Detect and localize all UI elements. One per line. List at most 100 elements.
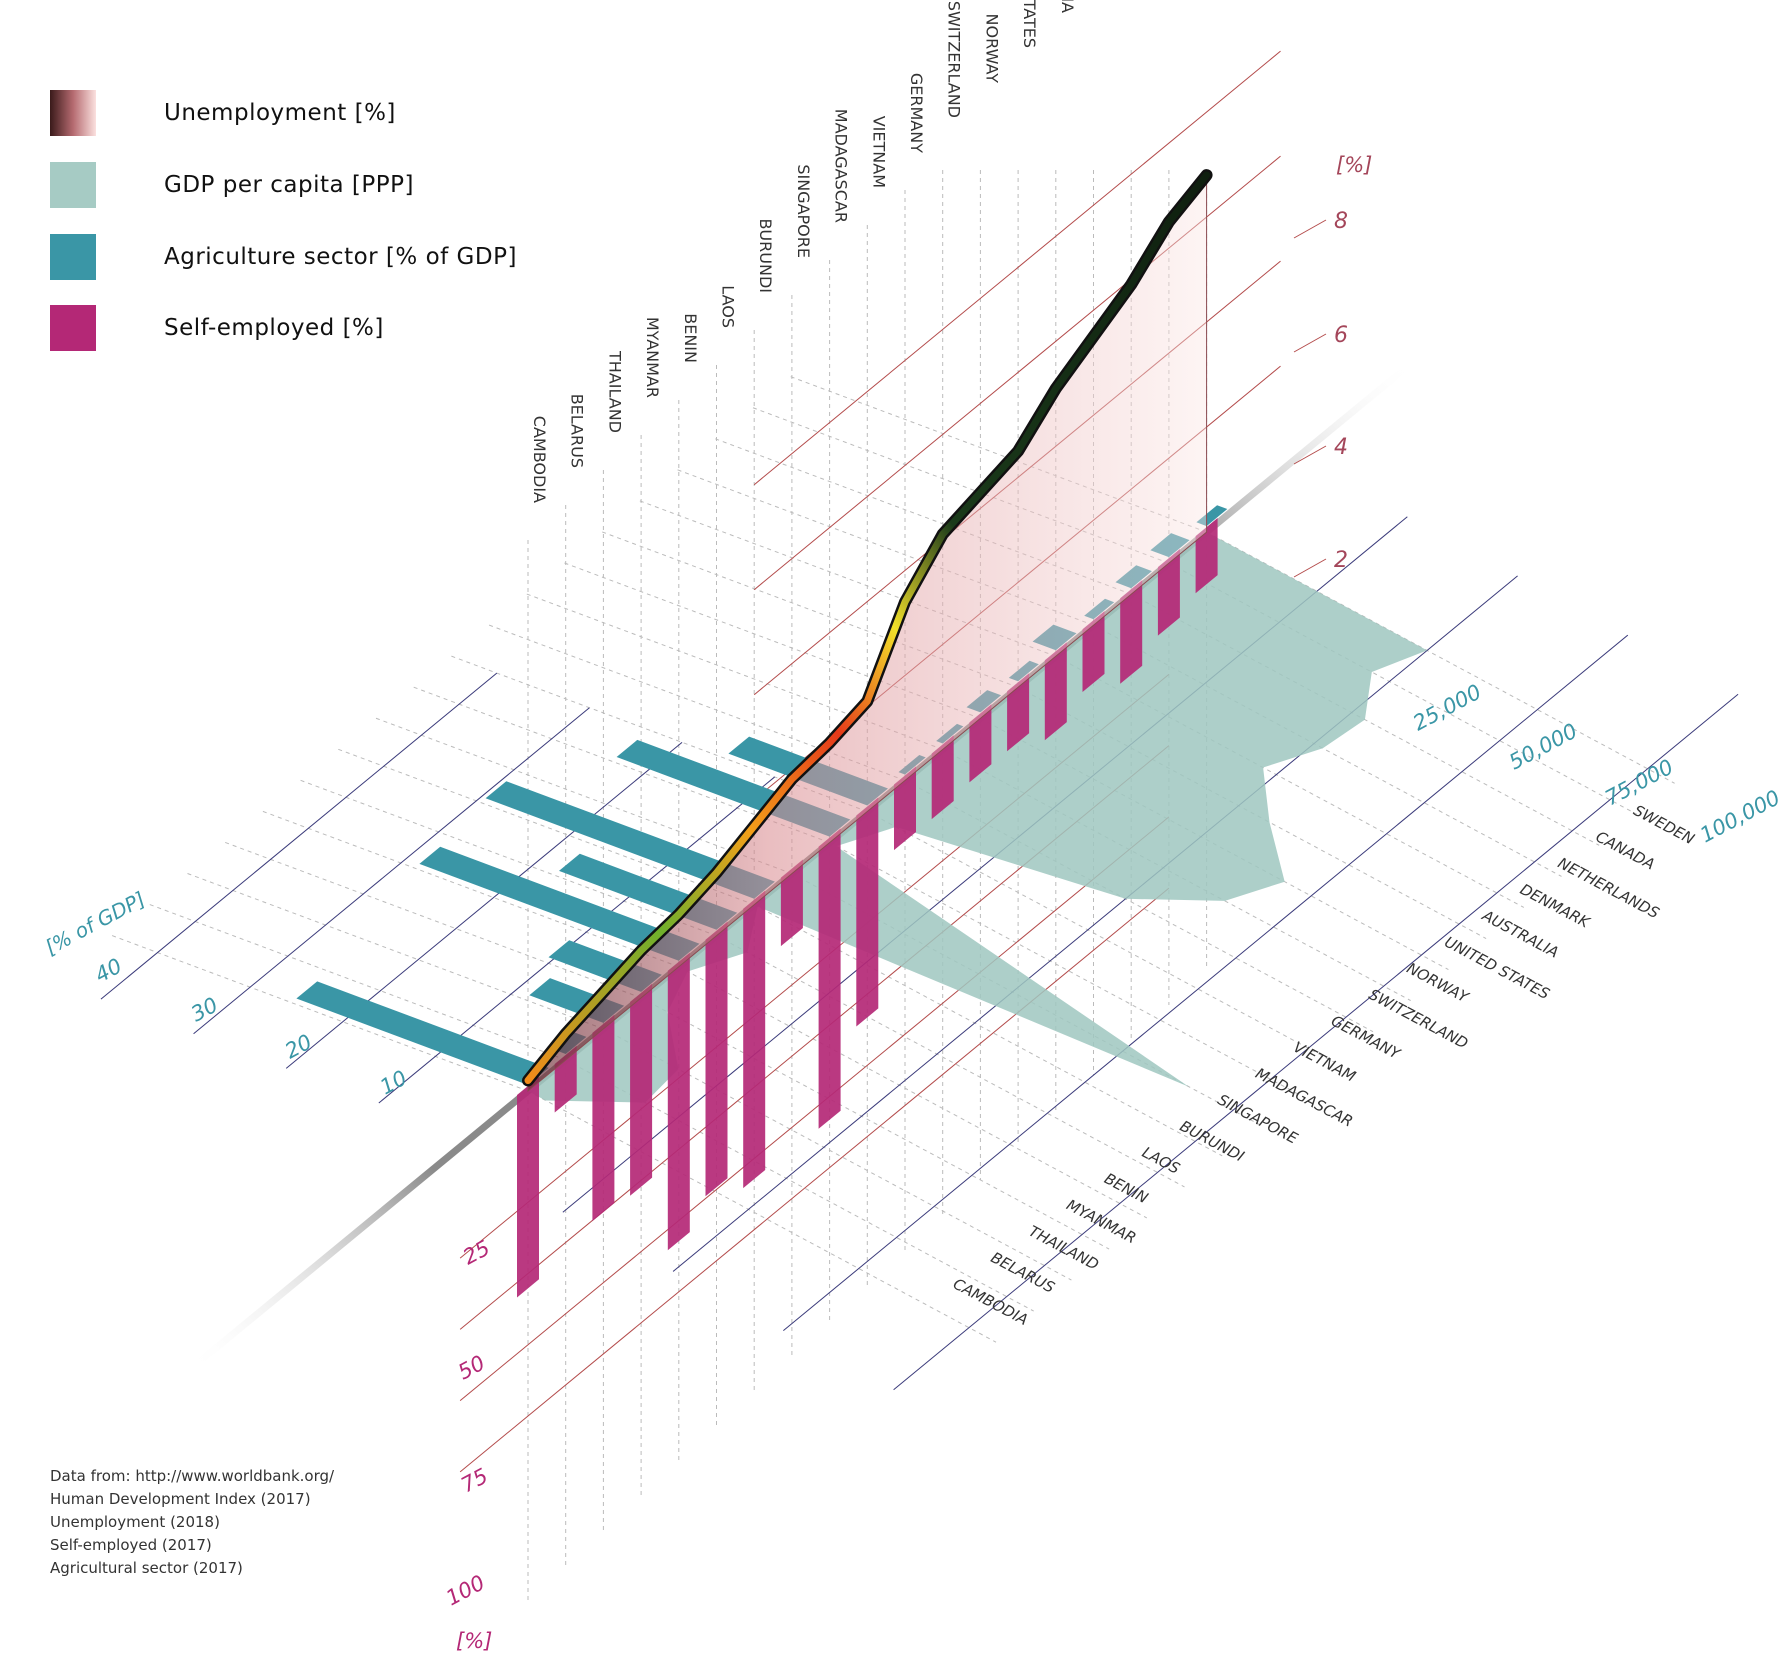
gdp-tick-label: 100,000 xyxy=(1696,785,1778,847)
legend-swatch-unemployment xyxy=(50,90,96,136)
self-employed-bar xyxy=(705,921,728,1197)
country-label-side: LAOS xyxy=(1139,1143,1183,1178)
country-label-top: THAILAND xyxy=(605,350,624,433)
self-employed-bar xyxy=(743,890,766,1189)
unemp-tick-label: 6 xyxy=(1334,323,1348,348)
country-label-top: GERMANY xyxy=(907,73,926,153)
depth-guide xyxy=(867,811,1336,1064)
agri-gridline xyxy=(193,707,590,1035)
gdp-area xyxy=(528,532,1428,1103)
country-label-side: THAILAND xyxy=(1026,1222,1102,1274)
country-label-top: BENIN xyxy=(681,313,700,363)
unemp-tick-connector xyxy=(1293,558,1327,578)
self-employed-bar xyxy=(1120,580,1143,684)
self-employed-bar xyxy=(1082,611,1105,692)
country-label-top: MYANMAR xyxy=(643,317,662,398)
depth-guide xyxy=(716,935,1185,1188)
agri-guide xyxy=(222,841,642,999)
source-line: Unemployment (2018) xyxy=(50,1513,220,1531)
self-employed-bar xyxy=(931,735,954,820)
country-label-top: NORWAY xyxy=(982,14,1001,84)
country-label-top: SINGAPORE xyxy=(794,164,813,258)
agriculture-bar xyxy=(485,781,775,899)
country-label-side: DENMARK xyxy=(1517,880,1593,932)
self-employed-bar xyxy=(856,797,879,1027)
gdp-gridline xyxy=(893,693,1739,1391)
self-employed-bar xyxy=(517,1076,539,1298)
country-label-side: BURUNDI xyxy=(1177,1117,1248,1166)
self-gridline xyxy=(459,816,1170,1402)
country-label-top: CAMBODIA xyxy=(530,416,549,503)
legend-item-agriculture: Agriculture sector [% of GDP] xyxy=(50,234,517,280)
legend-label-agriculture: Agriculture sector [% of GDP] xyxy=(164,244,517,270)
unemployment-line xyxy=(524,171,1211,1084)
agriculture-bar xyxy=(419,846,700,961)
agri-guide xyxy=(373,716,793,875)
legend-label-gdp: GDP per capita [PPP] xyxy=(164,172,414,198)
self-employed-bar xyxy=(818,828,841,1129)
source-line: Human Development Index (2017) xyxy=(50,1490,311,1508)
country-label-side: AUSTRALIA xyxy=(1478,906,1561,962)
unemp-tick-label: 2 xyxy=(1334,548,1348,573)
country-label-top: LAOS xyxy=(719,285,738,328)
agri-axis-label: [% of GDP] xyxy=(41,887,149,960)
legend-swatch-gdp xyxy=(50,162,96,208)
country-label-side: SWEDEN xyxy=(1631,801,1698,848)
country-label-top: AUSTRALIA xyxy=(1058,0,1077,13)
self-employed-bars xyxy=(517,518,1218,1298)
legend-item-gdp: GDP per capita [PPP] xyxy=(50,162,414,208)
country-label-side: CANADA xyxy=(1593,828,1658,874)
self-employed-bar xyxy=(592,1014,615,1222)
source-line: Agricultural sector (2017) xyxy=(50,1559,243,1577)
unemployment-area xyxy=(522,169,1213,1093)
country-label-side: GERMANY xyxy=(1328,1012,1404,1064)
self-employed-bar xyxy=(780,859,803,947)
country-label-top: SWITZERLAND xyxy=(945,1,964,118)
agri-guide xyxy=(260,810,679,968)
legend-swatch-agriculture xyxy=(50,234,96,280)
unemp-gridline xyxy=(753,50,1281,486)
gdp-gridline xyxy=(672,575,1518,1272)
self-tick-label: 100 xyxy=(442,1570,489,1610)
country-label-side: MYANMAR xyxy=(1064,1196,1140,1248)
self-axis-label: [%] xyxy=(456,1629,492,1653)
self-employed-bar xyxy=(969,704,992,783)
agri-tick-label: 30 xyxy=(187,993,222,1027)
legend-swatch-self-employed xyxy=(50,305,96,351)
self-tick-label: 25 xyxy=(459,1236,494,1270)
legend-label-self-employed: Self-employed [%] xyxy=(164,315,384,341)
source-line: Data from: http://www.worldbank.org/ xyxy=(50,1467,335,1485)
self-employed-bar xyxy=(1157,549,1180,636)
unemp-tick-label: 4 xyxy=(1334,435,1348,460)
self-employed-bar xyxy=(1044,642,1067,741)
agri-guide xyxy=(109,934,529,1092)
unemp-axis-label: [%] xyxy=(1336,153,1372,177)
source-line: Self-employed (2017) xyxy=(50,1536,212,1554)
country-label-side: BENIN xyxy=(1101,1169,1151,1207)
country-label-side: VIETNAM xyxy=(1290,1038,1358,1086)
self-tick-label: 75 xyxy=(457,1464,492,1498)
agri-guide xyxy=(298,779,717,937)
self-employed-bar xyxy=(667,952,690,1251)
unemp-tick-label: 8 xyxy=(1334,209,1348,234)
country-label-top: UNITED STATES xyxy=(1020,0,1039,48)
legend-item-self-employed: Self-employed [%] xyxy=(50,305,384,351)
country-label-top: VIETNAM xyxy=(869,116,888,188)
agri-tick-label: 20 xyxy=(281,1030,316,1064)
self-gridline xyxy=(459,887,1170,1473)
self-tick-label: 50 xyxy=(454,1351,489,1385)
self-employed-bar xyxy=(894,766,916,851)
depth-guide xyxy=(829,842,1298,1095)
self-employed-bar xyxy=(630,983,653,1196)
gdp-gridline xyxy=(783,634,1629,1331)
self-employed-bar xyxy=(1007,673,1030,752)
gdp-area-shape xyxy=(528,532,1428,1103)
agri-gridline xyxy=(100,672,498,1000)
unemp-tick-connector xyxy=(1293,219,1327,239)
agri-tick-label: 10 xyxy=(376,1066,411,1100)
agri-guide xyxy=(185,872,604,1030)
agri-guide xyxy=(147,903,566,1061)
data-sources: Data from: http://www.worldbank.org/ Hum… xyxy=(50,1465,334,1580)
country-label-top: BELARUS xyxy=(568,394,587,468)
